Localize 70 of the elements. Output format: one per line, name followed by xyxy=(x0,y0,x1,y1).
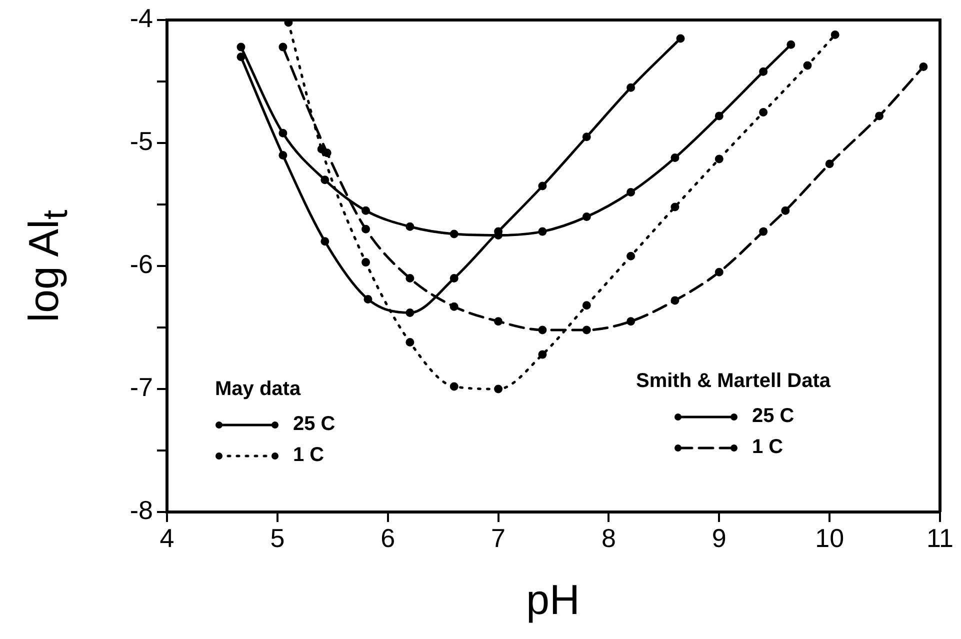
point xyxy=(278,42,288,52)
point xyxy=(236,42,246,52)
point xyxy=(236,52,246,62)
annotation: Smith & Martell Data xyxy=(636,370,830,393)
point xyxy=(450,302,458,311)
point xyxy=(714,268,724,276)
point xyxy=(450,274,458,283)
point xyxy=(670,202,680,212)
x-tick-label: 10 xyxy=(815,522,844,553)
x-tick-label: 8 xyxy=(601,522,616,553)
point xyxy=(759,227,768,236)
point xyxy=(362,258,370,267)
point xyxy=(875,112,884,120)
point xyxy=(494,384,503,394)
point xyxy=(803,61,812,70)
point xyxy=(450,382,458,391)
point xyxy=(759,67,768,76)
point xyxy=(538,182,547,190)
x-tick-label: 4 xyxy=(160,522,174,553)
point xyxy=(362,224,370,234)
y-tick-label: -8 xyxy=(130,495,153,526)
legend-label: 25 C xyxy=(293,413,336,436)
point xyxy=(406,308,414,317)
point xyxy=(714,112,724,120)
point xyxy=(494,317,503,326)
point xyxy=(582,326,591,334)
point xyxy=(670,154,680,162)
point xyxy=(538,227,547,236)
point xyxy=(626,83,636,92)
x-tick-label: 9 xyxy=(712,522,726,553)
point xyxy=(278,151,288,160)
point xyxy=(278,128,288,138)
point xyxy=(406,274,414,283)
point xyxy=(759,108,768,116)
point xyxy=(825,160,834,168)
point xyxy=(626,188,636,196)
point xyxy=(781,206,790,215)
point xyxy=(626,317,636,326)
y-tick-label: -7 xyxy=(130,372,153,402)
point xyxy=(676,34,685,43)
legend-label: 1 C xyxy=(752,436,784,459)
y-tick-label: -6 xyxy=(130,249,153,280)
point xyxy=(582,301,591,310)
point xyxy=(670,296,680,305)
point xyxy=(786,40,796,49)
point xyxy=(320,176,330,184)
x-tick-label: 5 xyxy=(270,522,285,553)
point xyxy=(538,350,547,359)
y-tick-label: -4 xyxy=(130,3,153,34)
point xyxy=(626,252,636,260)
point xyxy=(582,132,591,142)
point xyxy=(406,338,414,347)
point xyxy=(714,154,724,164)
annotation: May data xyxy=(215,378,302,401)
x-tick-label: 7 xyxy=(491,522,506,553)
point xyxy=(450,230,458,238)
point xyxy=(919,62,928,71)
point xyxy=(538,326,547,334)
point xyxy=(320,237,330,246)
x-tick-label: 11 xyxy=(926,522,954,553)
point xyxy=(364,294,372,304)
x-axis-title: pH xyxy=(526,576,580,623)
point xyxy=(582,212,591,222)
x-tick-label: 6 xyxy=(380,522,396,553)
point xyxy=(406,222,414,231)
legend-label: 25 C xyxy=(752,405,794,428)
y-tick-label: -5 xyxy=(130,126,153,156)
legend-label: 1 C xyxy=(293,444,324,467)
point xyxy=(830,30,840,40)
point xyxy=(362,206,370,215)
